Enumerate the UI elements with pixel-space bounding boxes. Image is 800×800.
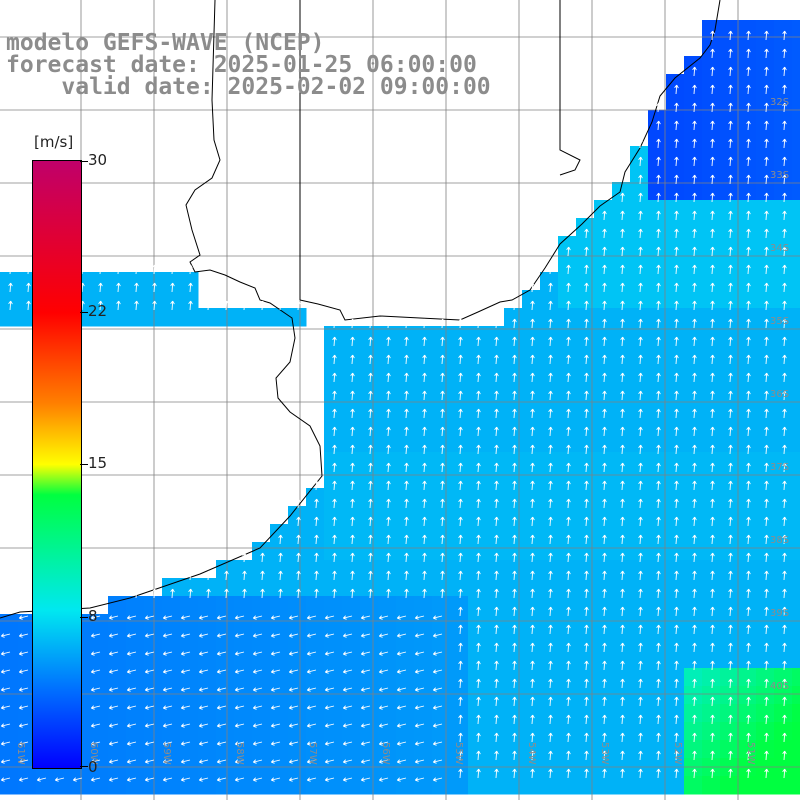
- lon-label: 60W: [88, 742, 99, 765]
- title-forecast-date: forecast date: 2025-01-25 06:00:00: [6, 52, 477, 78]
- lon-label: 55W: [453, 742, 464, 765]
- lon-labels: 61W 60W 59W 58W 57W 56W 55W 54W 53W 52W 51W: [15, 742, 756, 765]
- lat-labels: 32S 33S 34S 35S 36S 37S 38S 39S 40S: [770, 97, 789, 692]
- lon-label: 56W: [380, 742, 391, 765]
- lon-label: 57W: [307, 742, 318, 765]
- lon-label: 59W: [161, 742, 172, 765]
- lon-label: 61W: [15, 742, 26, 765]
- lat-label: 32S: [770, 97, 789, 108]
- wind-speed-field: [0, 20, 800, 795]
- lon-label: 54W: [526, 742, 537, 765]
- colorbar-tick-15: 15: [88, 454, 108, 472]
- lon-label: 58W: [234, 742, 245, 765]
- colorbar-unit: [m/s]: [34, 133, 74, 151]
- coastline: [0, 0, 721, 619]
- colorbar-tick-0: 0: [88, 758, 98, 776]
- wind-arrows: [0, 30, 787, 782]
- lat-label: 34S: [770, 243, 789, 254]
- lat-label: 37S: [770, 462, 789, 473]
- lat-label: 40S: [770, 681, 789, 692]
- lat-label: 33S: [770, 170, 789, 181]
- lat-label: 38S: [770, 535, 789, 546]
- lon-label: 51W: [745, 742, 756, 765]
- lat-label: 36S: [770, 389, 789, 400]
- colorbar-tick-30: 30: [88, 151, 108, 169]
- colorbar: [32, 160, 82, 769]
- lat-label: 39S: [770, 608, 789, 619]
- lat-label: 35S: [770, 316, 789, 327]
- title-valid-date: valid date: 2025-02-02 09:00:00: [6, 74, 491, 100]
- lon-label: 53W: [599, 742, 610, 765]
- lon-label: 52W: [672, 742, 683, 765]
- colorbar-tick-8: 8: [88, 607, 98, 625]
- colorbar-tick-22: 22: [88, 302, 108, 320]
- title-model: modelo GEFS-WAVE (NCEP): [6, 30, 325, 56]
